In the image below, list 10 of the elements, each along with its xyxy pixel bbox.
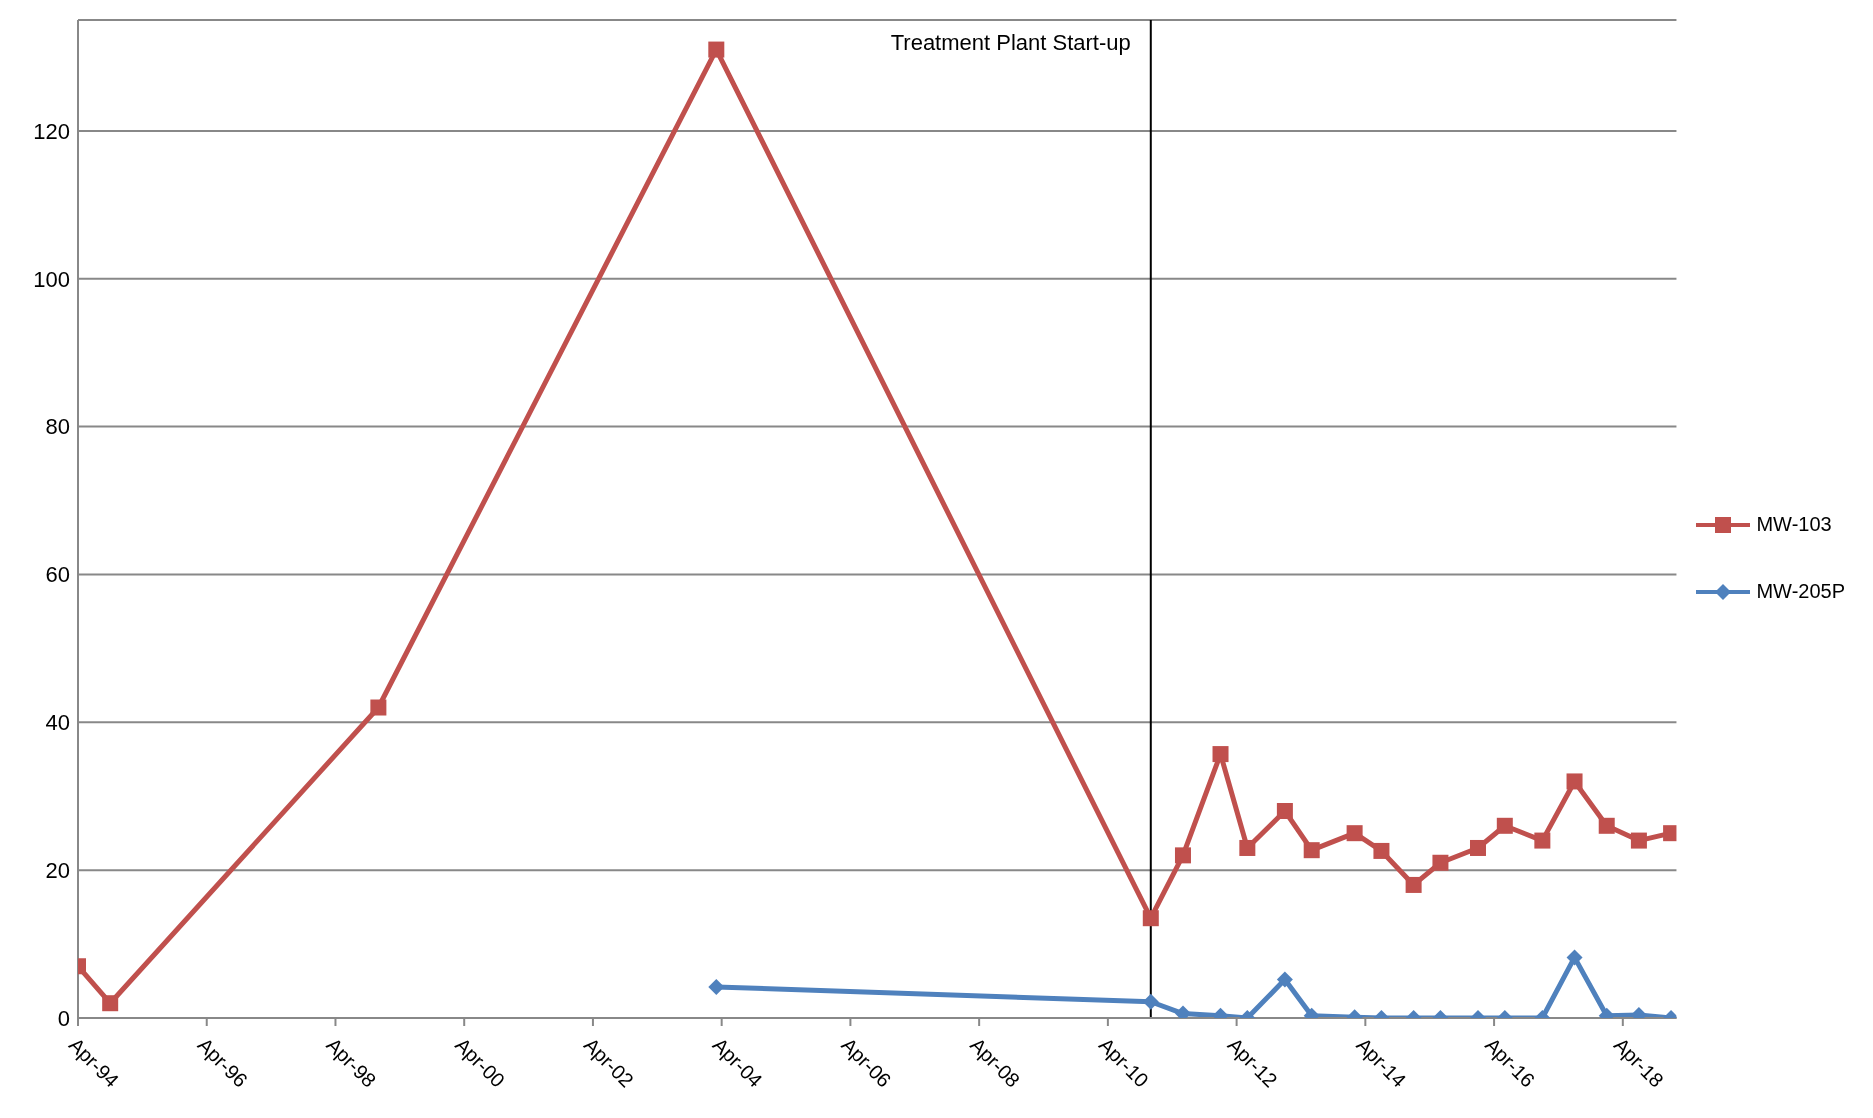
y-tick-label: 20 [45,857,70,883]
y-tick-label: 40 [45,710,70,736]
y-tick-label: 0 [57,1005,70,1031]
legend-label: MW-205P [1756,580,1845,603]
y-tick-label: 60 [45,562,70,588]
y-tick-label: 120 [33,118,70,144]
ref-line-label: Treatment Plant Start-up [890,30,1131,55]
legend-label: MW-103 [1756,513,1832,536]
y-tick-label: 80 [45,414,70,440]
y-tick-label: 100 [33,266,70,292]
